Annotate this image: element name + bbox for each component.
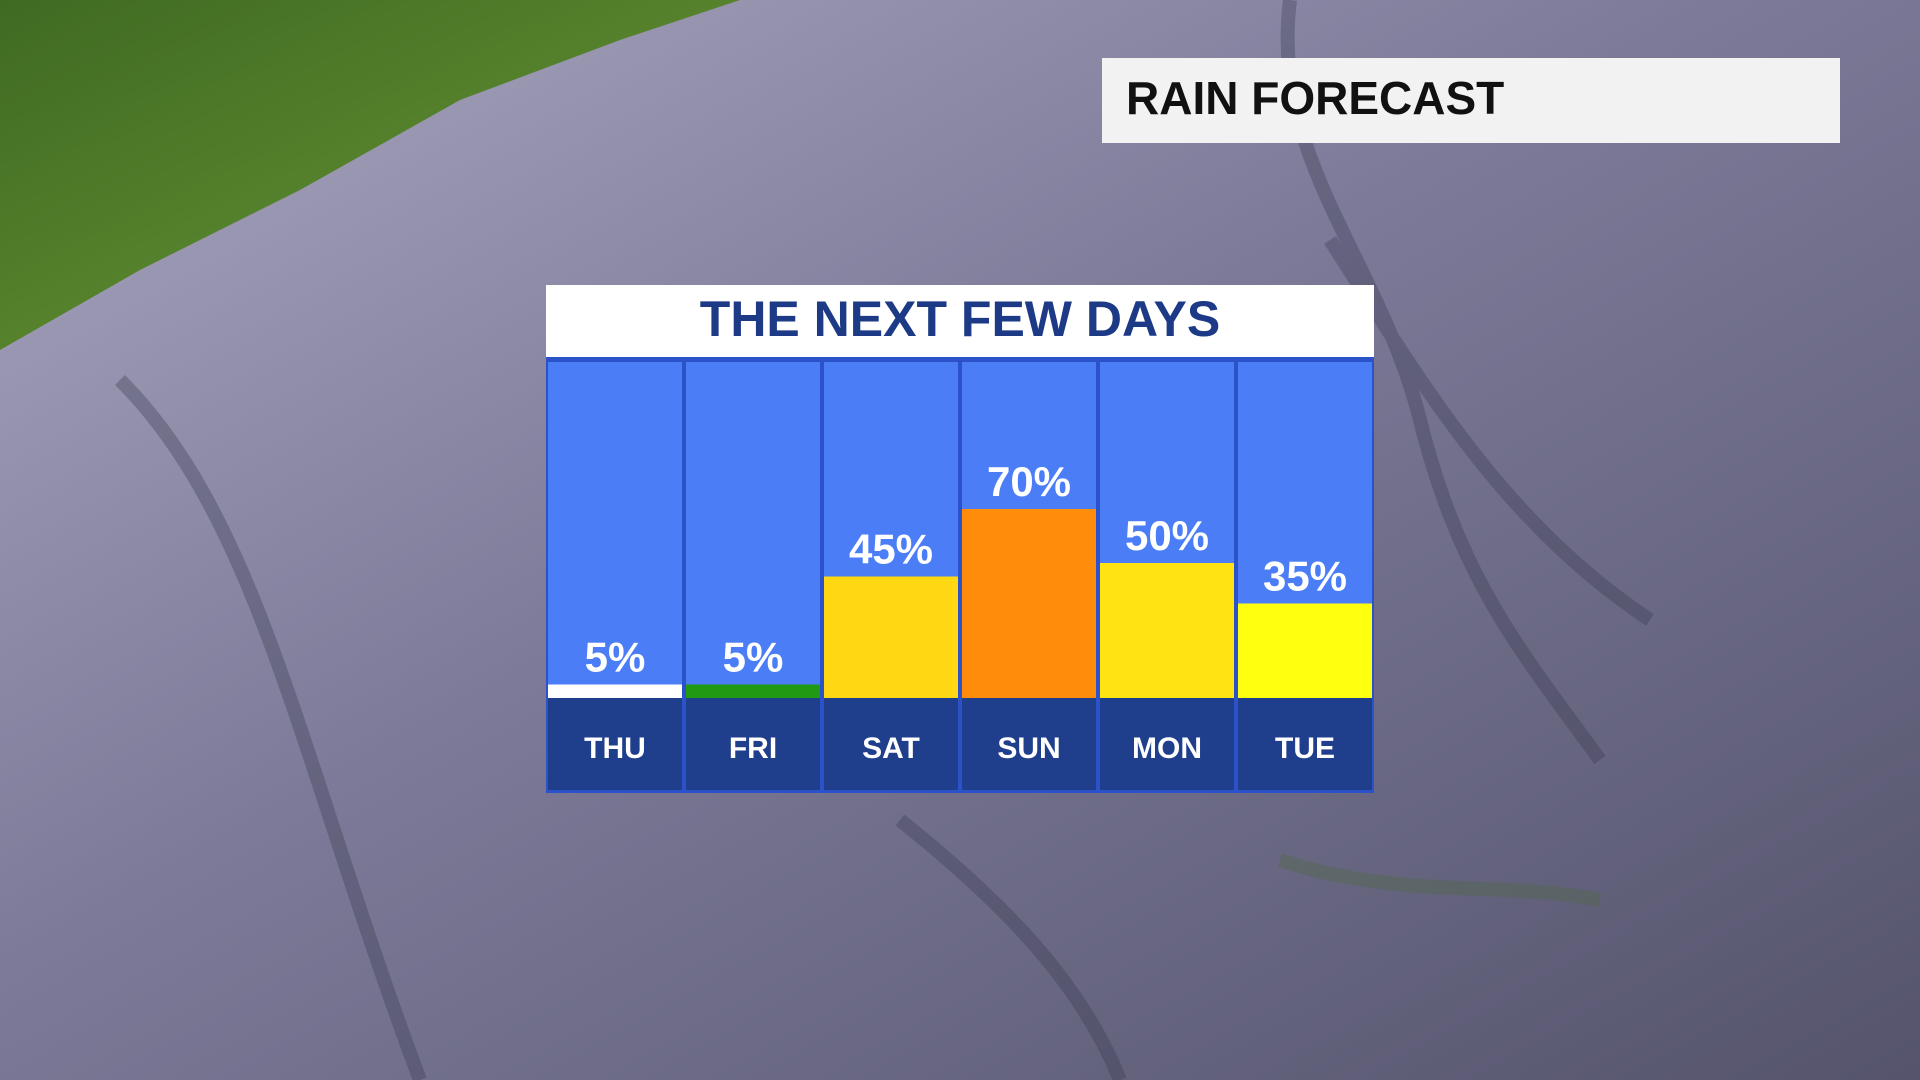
day-label-box [1238,698,1372,790]
bar [824,576,958,698]
value-label: 5% [585,634,646,681]
bar [1100,563,1234,698]
x-tick-label: FRI [729,732,777,765]
day-label-box [686,698,820,790]
value-label: 70% [987,458,1071,505]
day-label-box [1100,698,1234,790]
reflection [895,814,1127,1080]
column-background [686,362,820,698]
day-label-box [962,698,1096,790]
day-label-box [548,698,682,790]
x-tick-label: SAT [862,732,920,765]
day-label-box [824,698,958,790]
header-title: RAIN FORECAST [1126,72,1504,124]
column-background [548,362,682,698]
value-label: 5% [723,634,784,681]
value-label: 35% [1263,553,1347,600]
chart-title-band [546,285,1374,357]
x-tick-label: TUE [1275,732,1335,765]
value-label: 45% [849,526,933,573]
x-tick-label: MON [1132,732,1202,765]
header-box [1102,58,1840,143]
x-tick-label: SUN [997,732,1060,765]
bar [962,509,1096,698]
grass [0,0,740,350]
value-label: 50% [1125,512,1209,559]
reflection [115,375,427,1080]
bar [548,684,682,698]
chart-title: THE NEXT FEW DAYS [700,291,1220,347]
chart-panel [546,285,1374,793]
bar [686,684,820,698]
x-tick-label: THU [584,732,646,765]
bar [1238,603,1372,698]
leaf [1277,853,1602,907]
